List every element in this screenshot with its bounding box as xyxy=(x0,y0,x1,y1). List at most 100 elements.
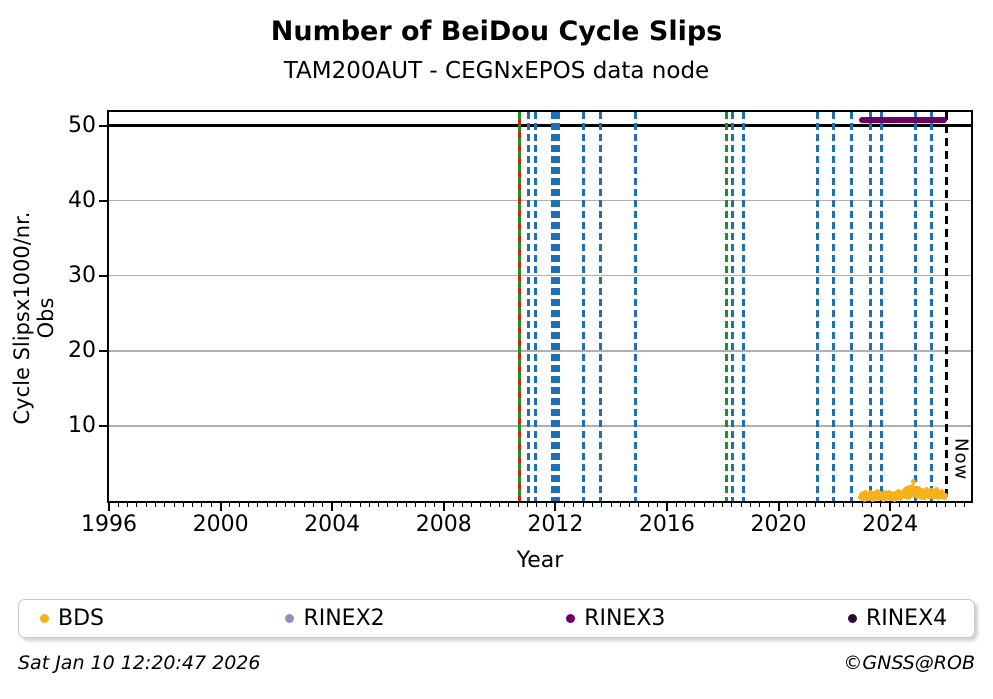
x-minor-tick xyxy=(573,503,575,507)
series-point-bds xyxy=(865,495,871,501)
x-minor-tick xyxy=(517,503,519,507)
x-minor-tick xyxy=(722,503,724,507)
x-minor-tick xyxy=(471,503,473,507)
x-minor-tick xyxy=(861,503,863,507)
x-minor-tick xyxy=(805,503,807,507)
x-major-tick xyxy=(777,503,780,511)
x-minor-tick xyxy=(489,503,491,507)
series-line-rinex3 xyxy=(859,116,947,123)
x-minor-tick xyxy=(210,503,212,507)
x-minor-tick xyxy=(545,503,547,507)
series-point-bds xyxy=(933,487,939,493)
x-minor-tick xyxy=(350,503,352,507)
x-minor-tick xyxy=(582,503,584,507)
x-tick-label: 2020 xyxy=(750,512,807,537)
x-tick-label: 1996 xyxy=(81,512,137,537)
x-minor-tick xyxy=(303,503,305,507)
x-minor-tick xyxy=(564,503,566,507)
x-minor-tick xyxy=(313,503,315,507)
event-line-blue xyxy=(527,112,531,501)
legend-label: RINEX2 xyxy=(303,606,385,631)
x-major-tick xyxy=(331,503,334,511)
rinex3-marker-icon xyxy=(566,614,576,623)
series-point-bds xyxy=(891,496,897,502)
y-tick-label: 30 xyxy=(68,262,96,288)
x-minor-tick xyxy=(787,503,789,507)
x-minor-tick xyxy=(499,503,500,507)
series-point-bds xyxy=(894,491,900,497)
credit-watermark: ©GNSS@ROB xyxy=(843,652,975,674)
x-minor-tick xyxy=(117,503,119,507)
legend-label: RINEX3 xyxy=(584,606,666,631)
x-minor-tick xyxy=(526,503,528,507)
y-gridline xyxy=(109,199,971,202)
y-major-tick xyxy=(99,199,107,202)
series-point-bds xyxy=(931,495,937,501)
x-minor-tick xyxy=(880,503,882,507)
event-line-blue xyxy=(831,112,835,501)
x-minor-tick xyxy=(127,503,129,507)
x-minor-tick xyxy=(619,503,621,507)
x-major-tick xyxy=(554,503,557,511)
x-minor-tick xyxy=(145,503,147,507)
x-axis-label: Year xyxy=(516,548,564,573)
x-minor-tick xyxy=(164,503,166,507)
x-minor-tick xyxy=(712,503,714,507)
x-minor-tick xyxy=(629,503,631,507)
x-minor-tick xyxy=(173,503,175,507)
series-point-bds xyxy=(874,492,880,498)
x-minor-tick xyxy=(536,503,538,507)
x-minor-tick xyxy=(610,503,612,507)
series-point-bds xyxy=(926,494,932,500)
series-point-bds xyxy=(880,496,886,502)
x-minor-tick xyxy=(675,503,677,507)
event-line-blue xyxy=(730,112,734,501)
x-minor-tick xyxy=(694,503,696,507)
series-point-bds xyxy=(887,496,893,502)
x-minor-tick xyxy=(415,503,417,507)
x-minor-tick xyxy=(340,503,342,507)
event-line-blue xyxy=(534,112,538,501)
series-point-bds xyxy=(916,485,922,491)
y-gridline xyxy=(109,274,971,277)
now-line xyxy=(945,112,948,501)
rinex2-marker-icon xyxy=(285,614,295,623)
series-point-bds xyxy=(918,494,924,500)
y-tick-label: 50 xyxy=(68,112,96,138)
x-minor-tick xyxy=(368,503,370,507)
x-minor-tick xyxy=(647,503,649,507)
x-minor-tick xyxy=(247,503,249,507)
y-gridline xyxy=(109,425,971,427)
x-minor-tick xyxy=(740,503,742,507)
hline-50 xyxy=(109,124,971,127)
x-minor-tick xyxy=(843,503,845,507)
x-minor-tick xyxy=(424,503,426,507)
x-tick-label: 2012 xyxy=(527,512,584,537)
x-minor-tick xyxy=(461,503,463,507)
y-major-tick xyxy=(99,124,107,127)
x-tick-label: 2004 xyxy=(304,512,361,537)
event-line-blue xyxy=(868,112,872,501)
event-line-blue xyxy=(850,112,854,501)
x-minor-tick xyxy=(322,503,324,507)
event-line-blue xyxy=(556,112,560,501)
series-point-bds xyxy=(936,494,942,500)
y-tick-label: 20 xyxy=(68,337,96,363)
y-major-tick xyxy=(99,349,107,352)
x-minor-tick xyxy=(759,503,761,507)
event-line-blue xyxy=(929,112,933,501)
series-point-bds xyxy=(873,495,879,501)
x-minor-tick xyxy=(917,503,919,507)
series-point-bds xyxy=(911,478,917,484)
x-minor-tick xyxy=(201,503,203,507)
x-minor-tick xyxy=(638,503,640,507)
x-minor-tick xyxy=(452,503,454,507)
event-line-blue xyxy=(879,112,883,501)
event-line-green-red xyxy=(518,112,522,501)
legend-item-rinex2: RINEX2 xyxy=(285,600,385,637)
bds-marker-icon xyxy=(40,614,49,623)
plot-area xyxy=(107,110,973,503)
now-label: Now xyxy=(950,438,972,481)
series-point-bds xyxy=(904,491,910,497)
